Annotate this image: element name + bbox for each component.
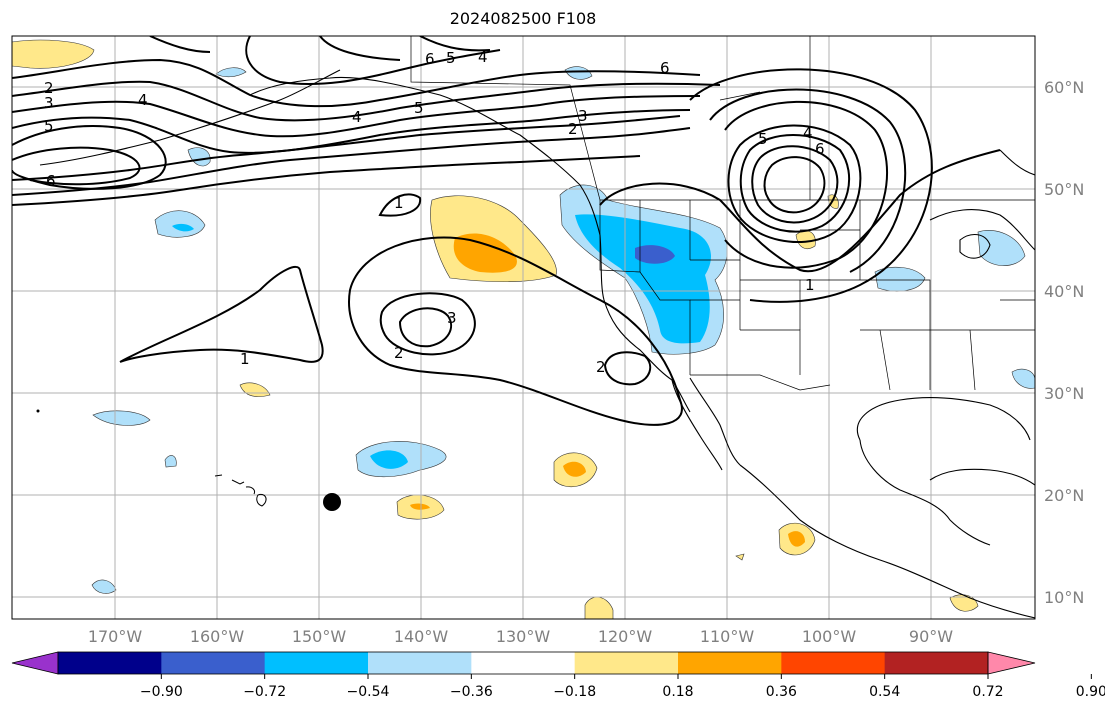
longitude-labels: 170°W 160°W 150°W 140°W 130°W 120°W 110°… bbox=[88, 627, 953, 646]
contour-labels: 2 3 5 6 4 4 5 2 3 6 5 4 6 5 4 6 1 1 3 2 … bbox=[44, 48, 825, 376]
contour-label: 3 bbox=[447, 309, 457, 327]
contour-label: 2 bbox=[394, 344, 404, 362]
shaded-fields bbox=[12, 39, 1035, 619]
lat-label: 10°N bbox=[1044, 588, 1084, 607]
colorbar-segment bbox=[884, 652, 989, 674]
latitude-labels: 60°N 50°N 40°N 30°N 20°N 10°N bbox=[1044, 78, 1084, 607]
colorbar-segment bbox=[574, 652, 679, 674]
contour-label: 5 bbox=[758, 130, 768, 148]
colorbar-tick-label: −0.18 bbox=[553, 684, 596, 700]
contour-label: 1 bbox=[240, 350, 250, 368]
colorbar-tick-label: 0.36 bbox=[766, 684, 797, 700]
contour-label: 4 bbox=[803, 124, 813, 142]
contour-label: 2 bbox=[44, 79, 54, 97]
lat-label: 50°N bbox=[1044, 180, 1084, 199]
colorbar-segment bbox=[161, 652, 266, 674]
colorbar-frame bbox=[57, 651, 989, 675]
map-title: 2024082500 F108 bbox=[449, 9, 597, 28]
colorbar-tick-label: 0.18 bbox=[662, 684, 693, 700]
colorbar-segment bbox=[471, 652, 576, 674]
shade-negative-core bbox=[575, 214, 712, 344]
contour-label: 1 bbox=[805, 276, 815, 294]
contour-label: 1 bbox=[394, 194, 404, 212]
lat-label: 20°N bbox=[1044, 486, 1084, 505]
colorbar-tick-label: 0.72 bbox=[972, 684, 1003, 700]
colorbar-extend-low bbox=[11, 651, 59, 675]
lon-label: 140°W bbox=[394, 627, 449, 646]
colorbar bbox=[11, 651, 1036, 675]
lat-label: 60°N bbox=[1044, 78, 1084, 97]
contour-label: 2 bbox=[596, 358, 606, 376]
lat-label: 30°N bbox=[1044, 384, 1084, 403]
colorbar-ticks: −0.90 −0.72 −0.54 −0.36 −0.18 0.18 0.36 0.54 0.7… bbox=[140, 674, 1105, 700]
colorbar-segment bbox=[58, 652, 162, 674]
contour-lines bbox=[12, 36, 1001, 426]
coastlines bbox=[39, 69, 1035, 619]
lon-label: 160°W bbox=[190, 627, 245, 646]
contour-label: 3 bbox=[44, 94, 54, 112]
shade-strong-negative bbox=[635, 245, 675, 264]
colorbar-tick-label: −0.36 bbox=[450, 684, 493, 700]
hawaii-islands bbox=[36, 409, 267, 507]
colorbar-segment bbox=[264, 652, 369, 674]
colorbar-segment bbox=[368, 652, 472, 674]
contour-label: 4 bbox=[138, 91, 148, 109]
colorbar-tick-label: 0.90 bbox=[1076, 684, 1105, 700]
colorbar-tick-label: 0.54 bbox=[869, 684, 900, 700]
contour-label: 6 bbox=[425, 50, 435, 68]
shade-positive-core bbox=[453, 233, 517, 273]
shade-positive-area bbox=[12, 39, 95, 69]
contour-label: 4 bbox=[478, 48, 488, 66]
contour-label: 2 bbox=[568, 120, 578, 138]
lon-label: 170°W bbox=[88, 627, 143, 646]
map-frame bbox=[11, 35, 1036, 620]
colorbar-tick-label: −0.54 bbox=[347, 684, 390, 700]
lon-label: 90°W bbox=[909, 627, 953, 646]
lon-label: 110°W bbox=[700, 627, 755, 646]
contour-label: 5 bbox=[44, 117, 54, 135]
lon-label: 130°W bbox=[496, 627, 551, 646]
lon-label: 150°W bbox=[292, 627, 347, 646]
colorbar-extend-high bbox=[987, 651, 1036, 675]
lat-label: 40°N bbox=[1044, 282, 1084, 301]
contour-label: 5 bbox=[414, 99, 424, 117]
colorbar-tick-label: −0.72 bbox=[243, 684, 286, 700]
contour-label: 3 bbox=[578, 107, 588, 125]
contour-label: 6 bbox=[46, 172, 56, 190]
colorbar-segment bbox=[781, 652, 886, 674]
lon-label: 120°W bbox=[598, 627, 653, 646]
contour-label: 4 bbox=[352, 108, 362, 126]
contour-label: 5 bbox=[446, 49, 456, 67]
contour-label: 6 bbox=[815, 140, 825, 158]
colorbar-segment bbox=[678, 652, 782, 674]
lon-label: 100°W bbox=[802, 627, 857, 646]
contour-label: 6 bbox=[660, 59, 670, 77]
colorbar-tick-label: −0.90 bbox=[140, 684, 183, 700]
hurricane-position-dot bbox=[323, 493, 341, 511]
